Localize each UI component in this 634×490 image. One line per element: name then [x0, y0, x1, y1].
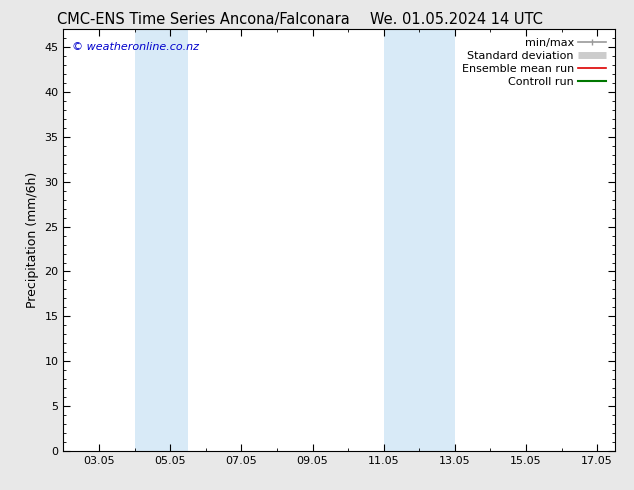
Text: We. 01.05.2024 14 UTC: We. 01.05.2024 14 UTC: [370, 12, 543, 27]
Text: CMC-ENS Time Series Ancona/Falconara: CMC-ENS Time Series Ancona/Falconara: [56, 12, 349, 27]
Text: © weatheronline.co.nz: © weatheronline.co.nz: [72, 42, 198, 52]
Y-axis label: Precipitation (mm/6h): Precipitation (mm/6h): [26, 172, 39, 308]
Legend: min/max, Standard deviation, Ensemble mean run, Controll run: min/max, Standard deviation, Ensemble me…: [458, 35, 609, 90]
Bar: [134, 29, 188, 451]
Bar: [384, 29, 455, 451]
